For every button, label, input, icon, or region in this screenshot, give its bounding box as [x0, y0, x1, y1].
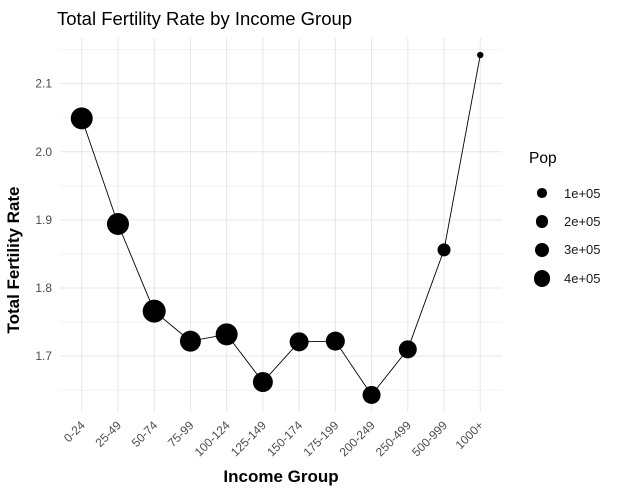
data-point [106, 212, 129, 235]
x-tick-label: 25-49 [92, 418, 124, 450]
x-tick-label: 250-499 [373, 418, 414, 459]
legend-size-dot [534, 242, 550, 258]
legend-item: 3e+05 [524, 236, 624, 264]
data-point [289, 332, 309, 352]
y-tick-label: 1.7 [35, 349, 52, 363]
legend-item-label: 2e+05 [564, 214, 601, 230]
legend-item: 2e+05 [524, 207, 624, 235]
y-tick-label: 2.0 [35, 145, 52, 159]
data-point [362, 385, 381, 404]
x-tick-label: 500-999 [409, 418, 450, 459]
legend-item-label: 4e+05 [564, 270, 601, 286]
legend-items: 1e+05 2e+05 3e+05 4e+05 [524, 179, 624, 293]
legend-dot-box [524, 215, 560, 228]
size-legend: Pop 1e+05 2e+05 3e+05 4e+05 [524, 150, 624, 293]
legend-size-dot [533, 270, 551, 287]
legend-size-dot [535, 215, 549, 228]
x-tick-label: 175-199 [300, 418, 341, 459]
x-axis-title: Income Group [223, 467, 339, 486]
data-point [398, 340, 417, 359]
chart-title: Total Fertility Rate by Income Group [57, 8, 353, 29]
legend-item-label: 3e+05 [564, 242, 601, 258]
data-point [477, 51, 484, 59]
legend-item-label: 1e+05 [564, 185, 601, 201]
y-axis-title: Total Fertility Rate [4, 186, 23, 334]
data-point [179, 330, 201, 352]
legend-dot-box [524, 242, 560, 258]
x-tick-label: 125-149 [228, 418, 269, 459]
x-tick-label: 1000+ [453, 418, 487, 452]
x-tick-label: 75-99 [165, 418, 197, 450]
x-tick-label: 50-74 [129, 418, 161, 450]
series-line [81, 54, 481, 396]
data-point [325, 331, 345, 351]
data-point [142, 299, 166, 323]
legend-dot-box [524, 188, 560, 198]
legend-title: Pop [529, 150, 557, 167]
data-point [70, 107, 93, 130]
legend-dot-box [524, 270, 560, 287]
x-tick-label: 100-124 [192, 418, 233, 459]
legend-item: 4e+05 [524, 264, 624, 292]
legend-size-dot [537, 188, 547, 198]
data-point [252, 372, 273, 393]
x-tick-label: 0-24 [61, 418, 88, 445]
data-point [437, 243, 451, 257]
y-tick-label: 1.9 [35, 213, 52, 227]
y-tick-label: 2.1 [35, 77, 52, 91]
x-tick-label: 200-249 [337, 418, 378, 459]
data-point [215, 323, 238, 346]
y-tick-label: 1.8 [35, 281, 52, 295]
x-tick-label: 150-174 [264, 418, 305, 459]
legend-item: 1e+05 [524, 179, 624, 207]
